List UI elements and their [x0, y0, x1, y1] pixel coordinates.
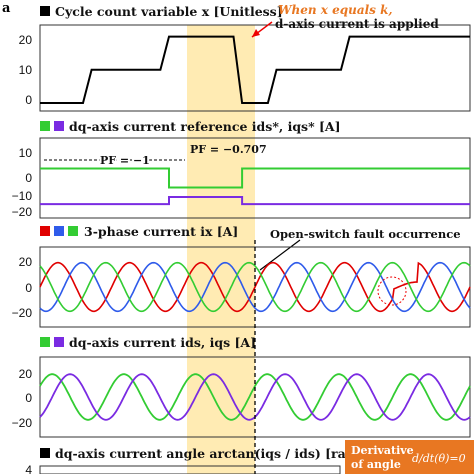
p2-series-iqs-ref [40, 196, 470, 206]
legend-swatch-green [40, 121, 50, 131]
legend-swatch-blue [54, 226, 64, 236]
p1-ytick-0: 0 [25, 93, 32, 107]
p4-series-ids [39, 373, 471, 421]
legend-swatch-green [40, 337, 50, 347]
panel-3: 3-phase current ix [A] Open-switch fault… [12, 224, 471, 328]
p5-ytick-4: 4 [25, 463, 32, 474]
p3-ytick-m20: −20 [12, 306, 33, 320]
legend-swatch-purple [54, 337, 64, 347]
derivative-formula: d/dt(θ)=0 [412, 452, 466, 465]
highlight-band [187, 25, 255, 474]
legend-swatch-black [40, 448, 50, 458]
p3-series-phase-c [39, 261, 471, 313]
p3-ytick-0: 0 [25, 281, 32, 295]
p2-ytick-10: 10 [19, 146, 33, 160]
derivative-line1: Derivative [351, 444, 414, 457]
p4-ytick-0: 0 [25, 391, 32, 405]
fault-arrow [259, 239, 301, 271]
p2-series-ids-ref [40, 167, 470, 189]
legend-swatch-purple [54, 121, 64, 131]
panel-5: dq-axis current angle arctan(iqs / ids) … [25, 440, 474, 474]
panel-3-title: 3-phase current ix [A] [84, 224, 238, 239]
panel-2: dq-axis current reference ids*, iqs* [A]… [12, 119, 471, 219]
p3-ytick-20: 20 [19, 255, 33, 269]
derivative-box [345, 440, 474, 474]
legend-swatch-black [40, 6, 50, 16]
p2-ytick-m10: −10 [12, 189, 33, 203]
fault-annotation: Open-switch fault occurrence [270, 227, 461, 241]
p2-ytick-m20: −20 [12, 205, 33, 219]
p3-series-phase-a [39, 261, 471, 313]
panel-5-title: dq-axis current angle arctan(iqs / ids) … [55, 446, 360, 461]
p1-ytick-10: 10 [19, 63, 33, 77]
p4-ytick-20: 20 [19, 367, 33, 381]
panel-4-title: dq-axis current ids, iqs [A] [69, 335, 256, 350]
panel-1: Cycle count variable x [Unitless] 20 10 … [19, 3, 471, 112]
panel-1-frame [39, 24, 471, 112]
p2-ytick-0: 0 [25, 171, 32, 185]
fault-circle [377, 276, 407, 306]
when-x-annotation-line2: d-axis current is applied [275, 17, 439, 31]
p3-series-phase-b [39, 261, 471, 313]
panel-2-frame [39, 137, 471, 219]
panel-1-title: Cycle count variable x [Unitless] [55, 4, 283, 19]
legend-swatch-green [68, 226, 78, 236]
p1-series-x [40, 35, 470, 104]
panel-2-title: dq-axis current reference ids*, iqs* [A] [69, 119, 341, 134]
figure-label: a [2, 1, 11, 16]
panel-5-frame [39, 465, 341, 474]
when-x-annotation-line1: When x equals k, [278, 3, 393, 17]
p4-ytick-m20: −20 [12, 416, 33, 430]
p1-ytick-20: 20 [19, 33, 33, 47]
when-x-arrowhead [252, 29, 260, 37]
pf1-label: PF = −1 [100, 154, 150, 167]
legend-swatch-red [40, 226, 50, 236]
pf2-label: PF = −0.707 [190, 143, 267, 156]
derivative-line2: of angle [351, 458, 401, 471]
